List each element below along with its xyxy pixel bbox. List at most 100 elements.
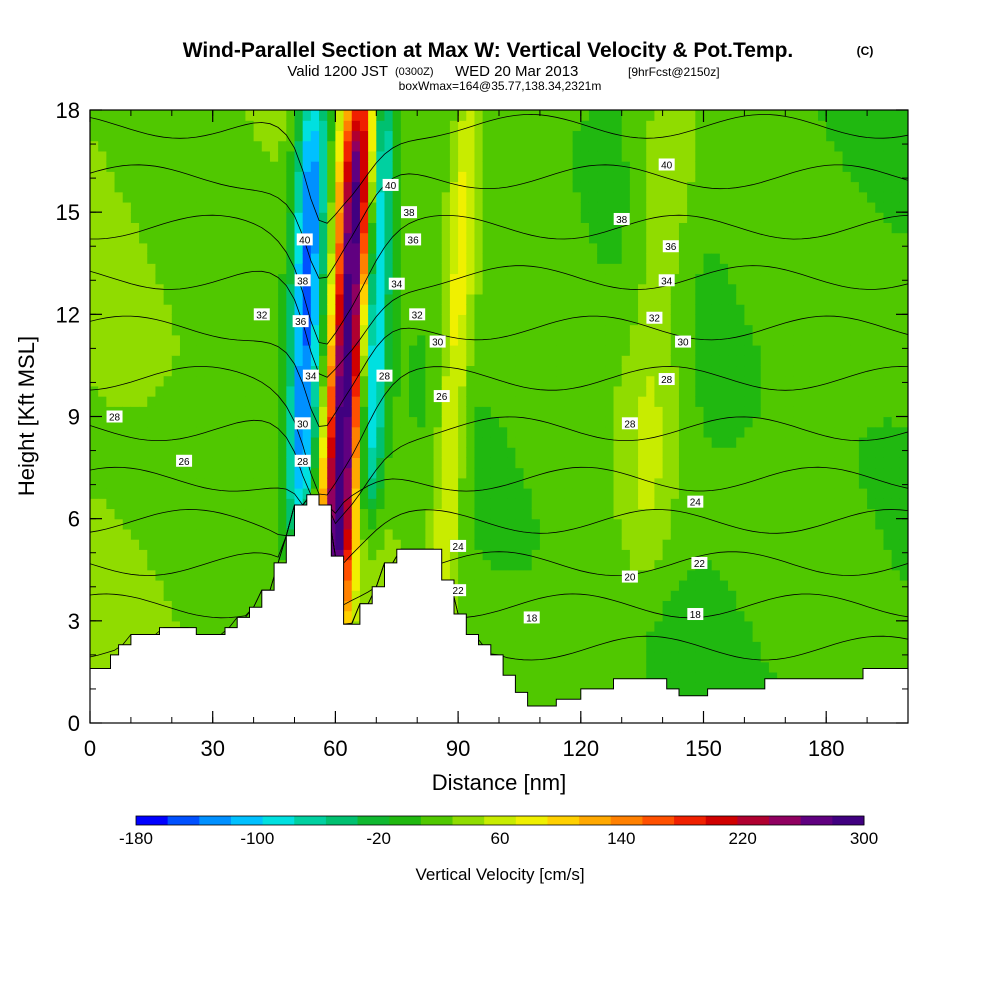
velocity-cell [400, 324, 410, 336]
velocity-cell [466, 539, 476, 550]
velocity-cell [220, 539, 230, 550]
velocity-cell [286, 375, 296, 387]
velocity-cell [245, 334, 255, 346]
velocity-cell [147, 171, 157, 183]
velocity-cell [106, 620, 116, 632]
velocity-cell [351, 191, 361, 203]
velocity-cell [188, 620, 197, 632]
velocity-cell [392, 539, 402, 550]
velocity-cell [294, 222, 304, 234]
velocity-cell [597, 181, 606, 193]
velocity-cell [269, 150, 279, 162]
velocity-cell [539, 201, 549, 213]
velocity-cell [286, 436, 296, 448]
velocity-cell [286, 273, 296, 285]
velocity-cell [654, 488, 664, 499]
velocity-cell [670, 488, 680, 499]
velocity-cell [474, 467, 484, 479]
velocity-cell [433, 181, 443, 193]
velocity-cell [515, 467, 525, 479]
velocity-cell [760, 528, 770, 540]
velocity-cell [188, 191, 197, 203]
velocity-cell [269, 191, 279, 203]
velocity-cell [638, 671, 647, 683]
velocity-cell [220, 426, 230, 438]
velocity-cell [229, 324, 238, 336]
velocity-cell [261, 171, 271, 183]
velocity-cell [253, 426, 263, 438]
velocity-cell [98, 426, 107, 438]
velocity-cell [482, 528, 492, 540]
velocity-cell [629, 355, 639, 367]
velocity-cell [605, 488, 615, 499]
velocity-cell [515, 661, 525, 673]
velocity-cell [654, 171, 664, 183]
velocity-cell [368, 140, 377, 152]
velocity-cell [188, 498, 197, 510]
velocity-cell [564, 661, 574, 673]
velocity-cell [654, 641, 664, 653]
velocity-cell [278, 365, 287, 377]
velocity-cell [237, 140, 247, 152]
velocity-cell [417, 130, 426, 142]
velocity-cell [433, 406, 443, 418]
velocity-cell [188, 263, 197, 275]
velocity-cell [719, 406, 729, 418]
velocity-cell [122, 498, 132, 510]
velocity-cell [220, 222, 230, 234]
velocity-cell [204, 447, 214, 458]
velocity-cell [605, 385, 615, 397]
velocity-cell [728, 447, 737, 458]
velocity-cell [728, 416, 737, 428]
velocity-cell [400, 263, 410, 275]
velocity-cell [147, 426, 157, 438]
velocity-cell [613, 559, 623, 571]
velocity-cell [629, 661, 639, 673]
velocity-cell [229, 120, 238, 132]
velocity-cell [278, 385, 287, 397]
velocity-cell [711, 355, 721, 367]
velocity-cell [441, 232, 451, 244]
velocity-cell [400, 304, 410, 315]
velocity-cell [196, 222, 206, 234]
velocity-cell [188, 426, 197, 438]
velocity-cell [466, 253, 476, 264]
velocity-cell [670, 457, 680, 469]
velocity-cell [572, 293, 582, 305]
velocity-cell [548, 549, 557, 561]
velocity-cell [728, 498, 737, 510]
velocity-cell [523, 661, 533, 673]
velocity-cell [490, 508, 500, 520]
velocity-cell [163, 396, 173, 407]
velocity-cell [188, 508, 197, 520]
velocity-cell [466, 110, 476, 121]
velocity-cell [188, 130, 197, 142]
velocity-cell [597, 620, 606, 632]
velocity-cell [490, 110, 500, 121]
velocity-cell [179, 191, 189, 203]
velocity-cell [433, 508, 443, 520]
velocity-cell [188, 253, 197, 264]
velocity-cell [204, 498, 214, 510]
velocity-cell [122, 385, 132, 397]
velocity-cell [499, 641, 508, 653]
velocity-cell [605, 201, 615, 213]
velocity-cell [458, 273, 467, 285]
velocity-cell [343, 110, 353, 121]
velocity-cell [695, 590, 705, 601]
velocity-cell [220, 559, 230, 571]
velocity-cell [719, 426, 729, 438]
velocity-cell [744, 406, 754, 418]
velocity-cell [499, 600, 508, 612]
velocity-cell [638, 508, 647, 520]
velocity-cell [605, 467, 615, 479]
velocity-cell [588, 365, 598, 377]
velocity-cell [613, 365, 623, 377]
velocity-cell [654, 304, 664, 315]
velocity-cell [736, 436, 745, 448]
velocity-cell [736, 304, 745, 315]
velocity-cell [760, 539, 770, 550]
velocity-cell [343, 263, 353, 275]
velocity-cell [760, 579, 770, 591]
velocity-cell [376, 426, 386, 438]
